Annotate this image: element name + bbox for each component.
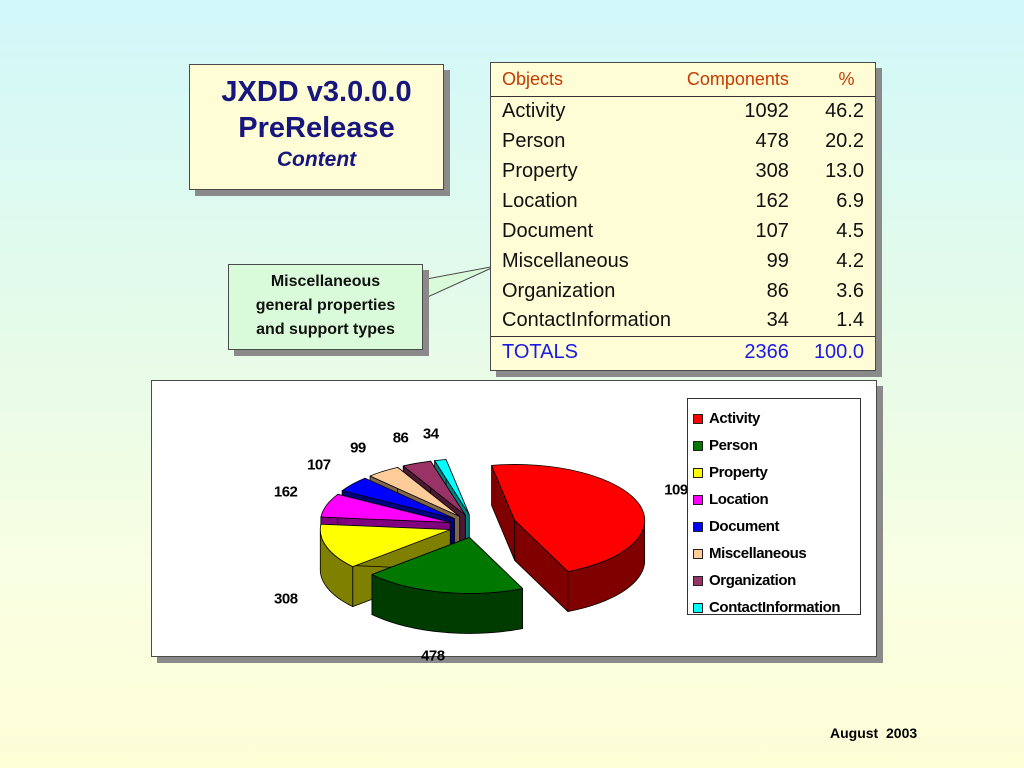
title-line-2: PreRelease xyxy=(238,112,395,144)
title-box: JXDD v3.0.0.0 PreRelease Content xyxy=(189,64,444,190)
legend-item: Property xyxy=(693,459,860,486)
legend-item: ContactInformation xyxy=(693,594,860,621)
legend-swatch xyxy=(693,602,703,613)
table-header-row: Objects Components % xyxy=(491,63,875,97)
row-percent: 4.5 xyxy=(836,219,864,242)
row-percent: 4.2 xyxy=(836,249,864,272)
legend-item: Miscellaneous xyxy=(693,540,860,567)
row-components: 86 xyxy=(766,279,789,302)
legend-label: Organization xyxy=(709,572,796,589)
legend-swatch xyxy=(693,521,703,532)
legend-label: Person xyxy=(709,437,758,454)
legend-label: Document xyxy=(709,518,780,535)
table-row: ContactInformation 34 1.4 xyxy=(491,306,875,336)
footer-date: August 2003 xyxy=(830,725,918,741)
row-object-name: Property xyxy=(502,159,578,182)
pie-data-label: 86 xyxy=(392,429,409,447)
row-components: 162 xyxy=(755,189,789,212)
title-subtitle: Content xyxy=(276,148,357,171)
row-object-name: Activity xyxy=(502,99,566,122)
row-components: 107 xyxy=(755,219,789,242)
legend-item: Document xyxy=(693,513,860,540)
row-percent: 20.2 xyxy=(825,129,864,152)
totals-row: TOTALS 2366 100.0 xyxy=(491,335,875,368)
chart-box: 34 86 99 107 162 1092 308 478 Activity Person Pro… xyxy=(151,380,877,665)
pie-chart xyxy=(319,459,646,634)
legend-swatch xyxy=(693,548,703,559)
legend-label: Property xyxy=(709,464,768,481)
legend-swatch xyxy=(693,413,703,424)
row-percent: 6.9 xyxy=(836,189,864,212)
row-object-name: Document xyxy=(502,219,594,242)
pie-slice xyxy=(369,466,461,517)
pie-data-label: 308 xyxy=(274,590,298,608)
legend-label: Activity xyxy=(709,410,760,427)
row-components: 34 xyxy=(766,309,789,332)
summary-table: Objects Components % Activity 1092 46.2 Per… xyxy=(491,63,875,368)
callout-tail xyxy=(420,265,497,301)
pie-data-label: 478 xyxy=(421,647,445,665)
header-components: Components xyxy=(686,63,789,97)
callout-line-3: and support types xyxy=(256,321,395,338)
pie-slice xyxy=(319,523,451,568)
legend-swatch xyxy=(693,467,703,478)
legend-label: ContactInformation xyxy=(709,599,841,616)
row-percent: 1.4 xyxy=(836,309,864,332)
row-components: 478 xyxy=(755,129,789,152)
pie-slice xyxy=(434,459,470,515)
pie-data-label: 34 xyxy=(422,425,439,443)
table-row: Organization 86 3.6 xyxy=(491,276,875,306)
pie-slice xyxy=(371,537,523,594)
pie-data-label: 99 xyxy=(350,439,366,457)
row-percent: 46.2 xyxy=(825,99,864,122)
legend-item: Location xyxy=(693,486,860,513)
header-percent: % xyxy=(788,63,875,97)
row-components: 99 xyxy=(766,249,789,272)
callout-line-1: Miscellaneous xyxy=(270,273,381,290)
row-percent: 13.0 xyxy=(825,159,864,182)
pie-slice xyxy=(341,477,455,520)
pie-data-label: 107 xyxy=(307,456,331,474)
legend-swatch xyxy=(693,575,703,586)
row-object-name: Location xyxy=(502,189,578,212)
pie-data-label: 162 xyxy=(273,483,298,501)
legend-item: Activity xyxy=(693,405,860,432)
totals-components: 2366 xyxy=(686,335,789,368)
table-row: Property 308 13.0 xyxy=(491,156,875,186)
callout-box: Miscellaneous general properties and sup… xyxy=(228,264,423,350)
row-object-name: Person xyxy=(502,129,566,152)
row-components: 1092 xyxy=(744,99,789,122)
legend-item: Organization xyxy=(693,567,860,594)
legend-swatch xyxy=(693,440,703,451)
header-objects: Objects xyxy=(491,63,687,97)
legend-item: Person xyxy=(693,432,860,459)
legend-label: Miscellaneous xyxy=(709,545,807,562)
title-line-1: JXDD v3.0.0.0 xyxy=(221,76,412,108)
row-object-name: ContactInformation xyxy=(502,309,671,332)
row-components: 308 xyxy=(755,159,789,182)
callout-line-2: general properties xyxy=(255,297,396,314)
table-row: Location 162 6.9 xyxy=(491,186,875,216)
table-row: Person 478 20.2 xyxy=(491,126,875,156)
totals-percent: 100.0 xyxy=(788,335,875,368)
row-object-name: Miscellaneous xyxy=(502,249,629,272)
pie-slice xyxy=(402,460,466,516)
row-object-name: Organization xyxy=(502,279,616,302)
row-percent: 3.6 xyxy=(836,279,864,302)
legend-label: Location xyxy=(709,491,769,508)
pie-slice xyxy=(491,464,646,572)
legend-swatch xyxy=(693,494,703,505)
table-row: Miscellaneous 99 4.2 xyxy=(491,246,875,276)
summary-table-box: Objects Components % Activity 1092 46.2 Per… xyxy=(490,62,876,371)
pie-slice xyxy=(320,493,451,523)
table-row: Document 107 4.5 xyxy=(491,216,875,246)
totals-label: TOTALS xyxy=(491,335,687,368)
chart-legend: Activity Person Property Location Document Mi… xyxy=(687,398,861,616)
table-row: Activity 1092 46.2 xyxy=(491,96,875,126)
